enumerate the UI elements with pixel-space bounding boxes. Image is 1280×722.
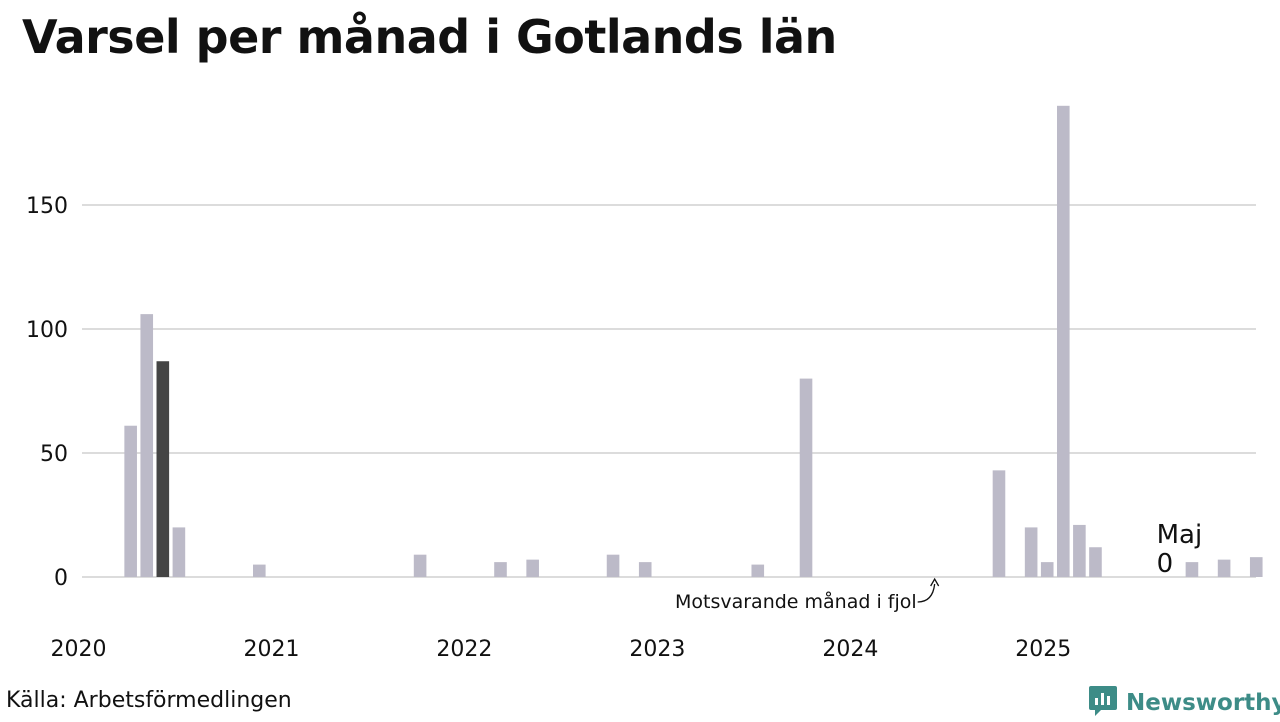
x-tick-label: 2020 <box>51 637 107 662</box>
bar-2024-11 <box>1024 527 1038 577</box>
y-axis-tick-labels: 0 50 100 150 <box>26 194 68 591</box>
bar-chart: 0 50 100 150 2020 2021 2022 2023 2024 2025 Motsv… <box>26 105 1263 662</box>
brand-logo[interactable]: Newsworthy <box>1088 684 1280 722</box>
x-tick-label: 2024 <box>822 637 878 662</box>
bar-2022-09 <box>606 554 620 577</box>
y-tick-label: 0 <box>54 566 68 591</box>
bar-2022-04 <box>526 559 539 577</box>
bar-2025-03 <box>1089 547 1102 577</box>
bar-2020-11 <box>253 564 266 577</box>
bar-undefined <box>1217 559 1231 577</box>
bar-2020-05 <box>156 361 170 577</box>
x-axis-tick-labels: 2020 2021 2022 2023 2024 2025 <box>51 637 1072 662</box>
x-tick-label: 2023 <box>629 637 685 662</box>
brand-name: Newsworthy <box>1126 690 1280 716</box>
bar-2025-01 <box>1057 105 1070 578</box>
bar-2024-12 <box>1040 562 1054 577</box>
y-tick-label: 100 <box>26 318 68 343</box>
annotation: Motsvarande månad i fjol <box>675 577 940 613</box>
bar-2022-02 <box>494 562 507 577</box>
gridlines <box>82 204 1256 578</box>
bar-2021-09 <box>413 554 427 577</box>
newsworthy-logo-icon <box>1088 684 1118 722</box>
x-tick-label: 2021 <box>243 637 299 662</box>
last-month-value: 0 <box>1157 549 1174 579</box>
bar-undefined <box>1249 557 1263 577</box>
annotation-arrowhead <box>930 577 940 587</box>
annotation-arrow <box>917 583 936 603</box>
source-note: Källa: Arbetsförmedlingen <box>6 688 292 713</box>
bar-undefined <box>1185 562 1199 577</box>
last-month-name: Maj <box>1157 520 1203 550</box>
bars <box>124 105 1263 578</box>
chart-title: Varsel per månad i Gotlands län <box>22 10 837 64</box>
y-tick-label: 50 <box>40 442 68 467</box>
bar-2023-06 <box>751 564 765 577</box>
bar-2022-11 <box>638 562 652 577</box>
bar-2020-04 <box>140 314 154 577</box>
bar-2025-02 <box>1073 524 1086 577</box>
bar-2020-03 <box>124 425 137 577</box>
y-tick-label: 150 <box>26 194 68 219</box>
bar-2020-06 <box>172 527 186 577</box>
x-tick-label: 2025 <box>1015 637 1071 662</box>
x-tick-label: 2022 <box>436 637 492 662</box>
bar-2024-09 <box>992 470 1006 577</box>
bar-2023-09 <box>799 378 813 577</box>
annotation-text: Motsvarande månad i fjol <box>675 590 917 613</box>
